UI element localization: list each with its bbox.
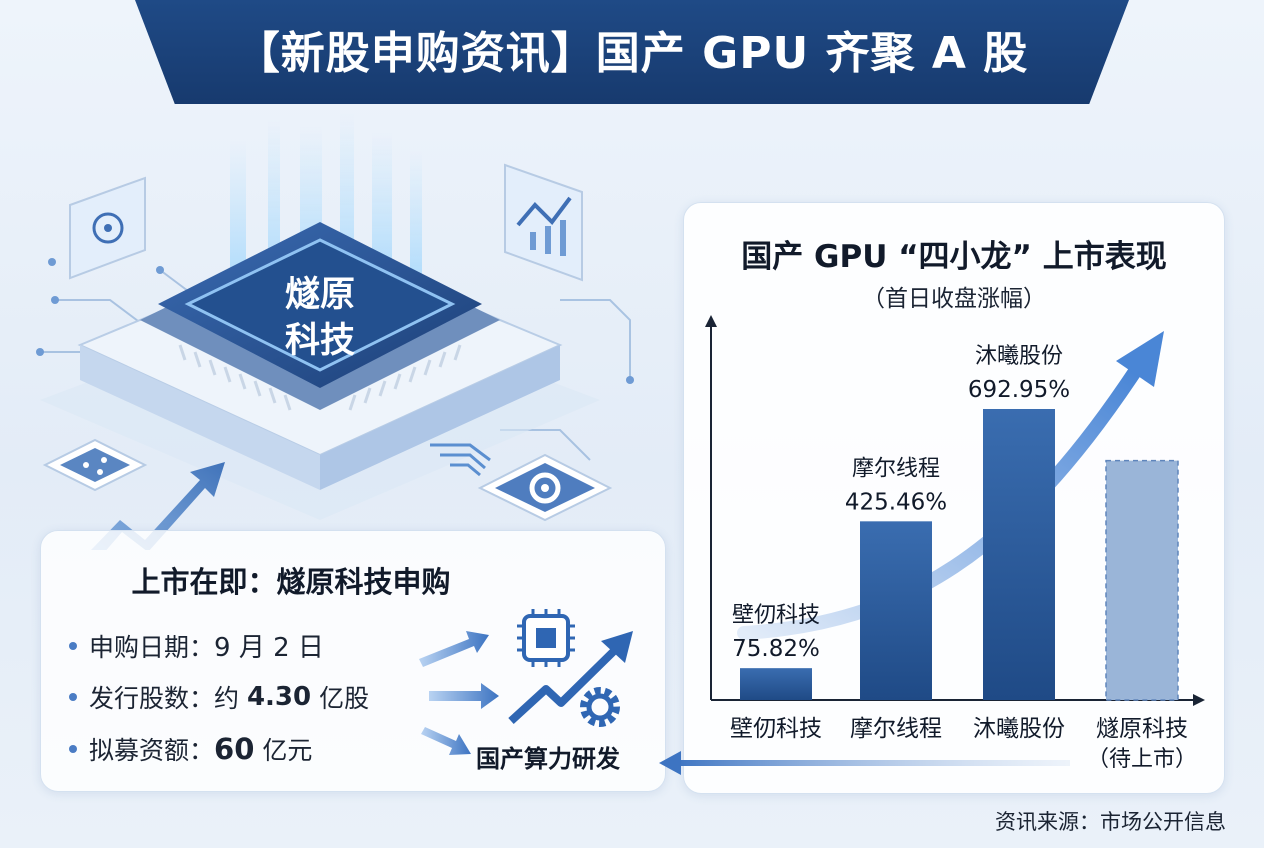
ipo-row-date: 申购日期： 9 月 2 日 [69, 627, 324, 664]
connector-traces [430, 443, 491, 477]
flow-arrows [419, 631, 499, 755]
bar-pending [1105, 459, 1179, 701]
chip-label-line1: 燧原 [284, 275, 355, 315]
chart-subtitle: （首日收盘涨幅） [862, 286, 1046, 312]
rising-arrow-icon [508, 631, 633, 724]
ipo-row-funding: 拟募资额： 60 亿元 [69, 731, 312, 767]
bar-1 [740, 668, 812, 700]
growth-arrow [91, 462, 225, 550]
circuit-dots [36, 258, 634, 384]
ipo-row-value: 9 月 2 日 [214, 633, 324, 663]
data-label: 692.95% [968, 377, 1070, 403]
ipo-title: 上市在即：燧原科技申购 [131, 565, 451, 599]
bar-2 [860, 521, 932, 700]
ipo-row-shares: 发行股数： 约 4.30 亿股 [69, 679, 369, 715]
ipo-row-value: 60 [214, 732, 255, 766]
network-card [69, 176, 146, 280]
category-label: 壁仞科技 [730, 716, 822, 742]
chip-label-line2: 科技 [284, 321, 355, 361]
ipo-info-panel: 上市在即：燧原科技申购 申购日期： 9 月 2 日 发行股数： 约 4.30 亿… [40, 530, 666, 792]
bar-name-label: 摩尔线程 [852, 456, 940, 481]
data-label: 425.46% [845, 489, 947, 515]
x-axis-arrowhead [1193, 694, 1205, 706]
ipo-row-suffix: 亿元 [254, 736, 313, 765]
category-label: 燧原科技 [1096, 716, 1188, 742]
trend-arrow-head [1116, 331, 1164, 387]
bullet-icon [69, 641, 77, 650]
chip-body [140, 222, 500, 411]
data-label: 75.82% [732, 636, 820, 662]
page-title: 【新股申购资讯】国产 GPU 齐聚 A 股 [235, 28, 1029, 79]
cpu-icon [517, 609, 575, 667]
chart-panel: 国产 GPU “四小龙” 上市表现 （首日收盘涨幅） 壁仞科技 75.82% 壁仞科… [683, 202, 1225, 794]
source-note: 资讯来源：市场公开信息 [995, 810, 1226, 834]
node-cube [42, 438, 148, 492]
trend-card [504, 163, 583, 282]
connector-arrow-icon [659, 751, 1070, 775]
ipo-row-label: 申购日期： [89, 632, 215, 662]
category-label: 沐曦股份 [973, 716, 1065, 742]
ipo-row-prefix: 约 [214, 684, 247, 713]
ipo-row-label: 拟募资额： [89, 736, 215, 765]
bar-3 [983, 409, 1055, 700]
category-label: 摩尔线程 [850, 716, 942, 742]
bar-name-label: 沐曦股份 [975, 344, 1063, 369]
y-axis-arrowhead [705, 315, 717, 327]
chart-title: 国产 GPU “四小龙” 上市表现 [741, 239, 1167, 275]
ipo-row-value: 4.30 [246, 682, 312, 712]
ipo-row-label: 发行股数： [89, 684, 215, 713]
gear-icon [580, 687, 620, 727]
bullet-icon [69, 693, 77, 701]
chip-label: 燧原 科技 [258, 272, 382, 364]
ipo-target-label: 国产算力研发 [476, 745, 620, 773]
ipo-row-suffix: 亿股 [311, 684, 370, 713]
gear-cube [477, 453, 613, 522]
bar-chart: 壁仞科技75.82%壁仞科技摩尔线程425.46%摩尔线程沐曦股份692.95%… [705, 315, 1205, 772]
header-banner: 【新股申购资讯】国产 GPU 齐聚 A 股 [135, 0, 1129, 104]
bar-name-label: 壁仞科技 [732, 603, 820, 628]
trend-arrow [737, 366, 1141, 640]
gpu-chip-illustration [36, 112, 634, 550]
category-note: （待上市） [1087, 747, 1197, 772]
bullet-icon [69, 745, 77, 753]
